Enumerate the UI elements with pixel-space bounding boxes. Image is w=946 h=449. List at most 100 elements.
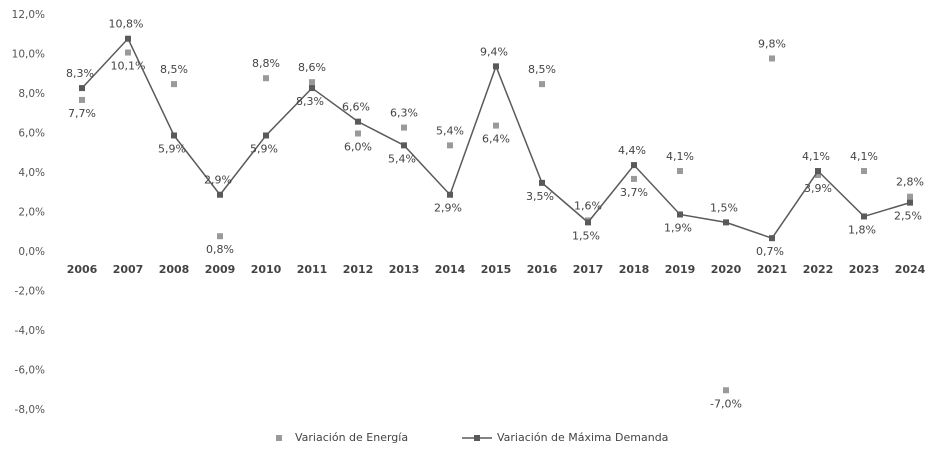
y-tick-label: -8,0% — [15, 404, 45, 416]
marker — [631, 162, 637, 169]
marker — [677, 168, 683, 175]
x-tick-label: 2007 — [113, 263, 144, 276]
x-tick-label: 2023 — [849, 263, 880, 276]
data-label: 6,0% — [344, 141, 372, 154]
x-tick-label: 2017 — [573, 263, 604, 276]
x-tick-label: 2010 — [251, 263, 282, 276]
marker — [907, 193, 913, 200]
marker — [907, 199, 913, 206]
y-tick-label: 8,0% — [18, 88, 45, 100]
x-tick-label: 2012 — [343, 263, 374, 276]
marker — [217, 191, 223, 198]
data-label: 1,6% — [574, 199, 602, 212]
marker — [585, 219, 591, 226]
marker — [769, 235, 775, 242]
marker — [125, 35, 131, 42]
x-tick-label: 2014 — [435, 263, 466, 276]
data-label: 6,4% — [482, 133, 510, 146]
x-tick-label: 2006 — [67, 263, 98, 276]
data-label: 1,9% — [664, 221, 692, 234]
marker — [861, 213, 867, 220]
marker — [401, 124, 407, 131]
marker — [539, 179, 545, 186]
marker — [171, 81, 177, 88]
marker — [355, 118, 361, 125]
marker — [447, 142, 453, 149]
data-label: 5,4% — [388, 152, 416, 165]
marker — [631, 175, 637, 182]
x-tick-label: 2011 — [297, 263, 328, 276]
x-tick-label: 2019 — [665, 263, 696, 276]
data-label: 3,9% — [804, 182, 832, 195]
marker — [309, 79, 315, 86]
legend-marker — [474, 435, 480, 441]
y-tick-label: 4,0% — [18, 167, 45, 179]
data-label: -7,0% — [710, 397, 742, 410]
marker — [401, 142, 407, 149]
x-tick-label: 2020 — [711, 263, 742, 276]
marker — [79, 96, 85, 103]
data-label: 1,8% — [848, 223, 876, 236]
data-label: 0,7% — [756, 245, 784, 258]
legend-label: Variación de Energía — [295, 431, 408, 444]
marker — [493, 122, 499, 129]
data-label: 6,3% — [390, 107, 418, 120]
marker — [355, 130, 361, 137]
y-tick-label: 2,0% — [18, 207, 45, 219]
data-label: 4,4% — [618, 144, 646, 157]
marker — [493, 63, 499, 70]
data-label: 8,3% — [296, 95, 324, 108]
data-label: 5,4% — [436, 124, 464, 137]
data-label: 7,7% — [68, 107, 96, 120]
data-label: 3,7% — [620, 186, 648, 199]
data-label: 8,6% — [298, 61, 326, 74]
x-tick-label: 2021 — [757, 263, 788, 276]
marker — [171, 132, 177, 139]
data-label: 4,1% — [802, 150, 830, 163]
marker — [815, 171, 821, 178]
data-label: 3,5% — [526, 190, 554, 203]
marker — [861, 168, 867, 175]
data-label: 1,5% — [572, 229, 600, 242]
data-label: 8,5% — [160, 63, 188, 76]
data-label: 5,9% — [158, 142, 186, 155]
data-label: 10,8% — [109, 18, 144, 31]
marker — [677, 211, 683, 218]
data-label: 4,1% — [850, 150, 878, 163]
y-tick-label: 10,0% — [12, 49, 45, 61]
data-label: 2,9% — [434, 202, 462, 215]
y-tick-label: -2,0% — [15, 286, 45, 298]
data-label: 1,5% — [710, 201, 738, 214]
x-tick-label: 2015 — [481, 263, 512, 276]
y-tick-label: 0,0% — [18, 246, 45, 258]
x-tick-label: 2009 — [205, 263, 236, 276]
x-tick-label: 2008 — [159, 263, 190, 276]
data-label: 2,5% — [894, 210, 922, 223]
y-tick-label: 6,0% — [18, 128, 45, 140]
x-tick-label: 2022 — [803, 263, 834, 276]
legend-label: Variación de Máxima Demanda — [497, 431, 668, 444]
marker — [125, 49, 131, 56]
data-label: 2,8% — [896, 176, 924, 189]
marker — [309, 85, 315, 92]
legend-marker — [276, 435, 282, 441]
marker — [815, 168, 821, 175]
data-label: 4,1% — [666, 150, 694, 163]
x-tick-label: 2018 — [619, 263, 650, 276]
data-label: 2,9% — [204, 174, 232, 187]
data-label: 9,8% — [758, 37, 786, 50]
data-label: 8,5% — [528, 63, 556, 76]
data-label: 8,8% — [252, 57, 280, 70]
marker — [539, 81, 545, 88]
marker — [263, 132, 269, 139]
marker — [723, 387, 729, 394]
y-tick-label: -6,0% — [15, 365, 45, 377]
marker — [217, 233, 223, 240]
data-label: 10,1% — [111, 60, 146, 73]
marker — [263, 75, 269, 82]
x-tick-label: 2016 — [527, 263, 558, 276]
marker — [79, 85, 85, 92]
marker — [769, 55, 775, 62]
data-label: 5,9% — [250, 142, 278, 155]
